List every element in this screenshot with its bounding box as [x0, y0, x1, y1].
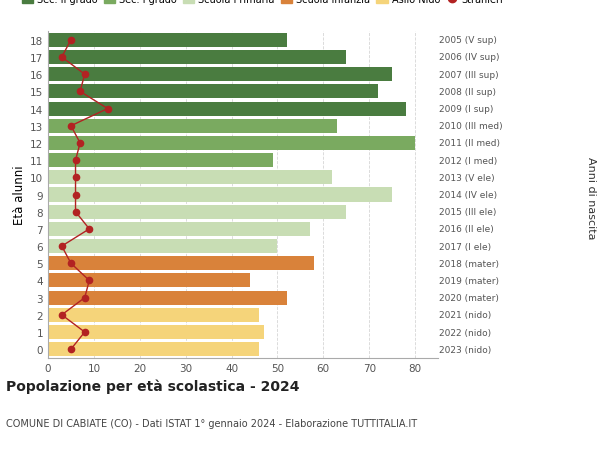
Bar: [48, 325, 263, 339]
Text: 2007 (III sup): 2007 (III sup): [439, 71, 498, 79]
Text: 2009 (I sup): 2009 (I sup): [439, 105, 493, 114]
Text: 2018 (mater): 2018 (mater): [439, 259, 499, 268]
Bar: [48, 137, 415, 151]
Text: 2006 (IV sup): 2006 (IV sup): [439, 53, 499, 62]
Legend: Sec. II grado, Sec. I grado, Scuola Primaria, Scuola Infanzia, Asilo Nido, Stran: Sec. II grado, Sec. I grado, Scuola Prim…: [18, 0, 507, 9]
Text: 2022 (nido): 2022 (nido): [439, 328, 491, 337]
Text: 2014 (IV ele): 2014 (IV ele): [439, 190, 497, 200]
Text: COMUNE DI CABIATE (CO) - Dati ISTAT 1° gennaio 2024 - Elaborazione TUTTITALIA.IT: COMUNE DI CABIATE (CO) - Dati ISTAT 1° g…: [6, 418, 417, 428]
Text: 2016 (II ele): 2016 (II ele): [439, 225, 493, 234]
Text: 2023 (nido): 2023 (nido): [439, 345, 491, 354]
Bar: [48, 34, 287, 48]
Bar: [48, 257, 314, 271]
Text: 2013 (V ele): 2013 (V ele): [439, 174, 494, 182]
Bar: [48, 291, 287, 305]
Text: 2008 (II sup): 2008 (II sup): [439, 88, 496, 97]
Bar: [48, 119, 337, 134]
Bar: [48, 154, 273, 168]
Text: 2010 (III med): 2010 (III med): [439, 122, 502, 131]
Bar: [48, 222, 310, 236]
Text: 2012 (I med): 2012 (I med): [439, 156, 497, 165]
Bar: [48, 188, 392, 202]
Y-axis label: Età alunni: Età alunni: [13, 165, 26, 225]
Text: Anni di nascita: Anni di nascita: [586, 156, 596, 239]
Bar: [48, 171, 332, 185]
Text: 2020 (mater): 2020 (mater): [439, 293, 499, 302]
Bar: [48, 274, 250, 288]
Bar: [48, 205, 346, 219]
Bar: [48, 308, 259, 322]
Bar: [48, 342, 259, 357]
Text: 2015 (III ele): 2015 (III ele): [439, 208, 496, 217]
Bar: [48, 102, 406, 116]
Text: 2005 (V sup): 2005 (V sup): [439, 36, 496, 45]
Bar: [48, 240, 277, 253]
Text: 2019 (mater): 2019 (mater): [439, 276, 499, 285]
Bar: [48, 68, 392, 82]
Bar: [48, 85, 379, 99]
Bar: [48, 51, 346, 65]
Text: Popolazione per età scolastica - 2024: Popolazione per età scolastica - 2024: [6, 379, 299, 393]
Text: 2021 (nido): 2021 (nido): [439, 311, 491, 319]
Text: 2017 (I ele): 2017 (I ele): [439, 242, 491, 251]
Text: 2011 (II med): 2011 (II med): [439, 139, 500, 148]
